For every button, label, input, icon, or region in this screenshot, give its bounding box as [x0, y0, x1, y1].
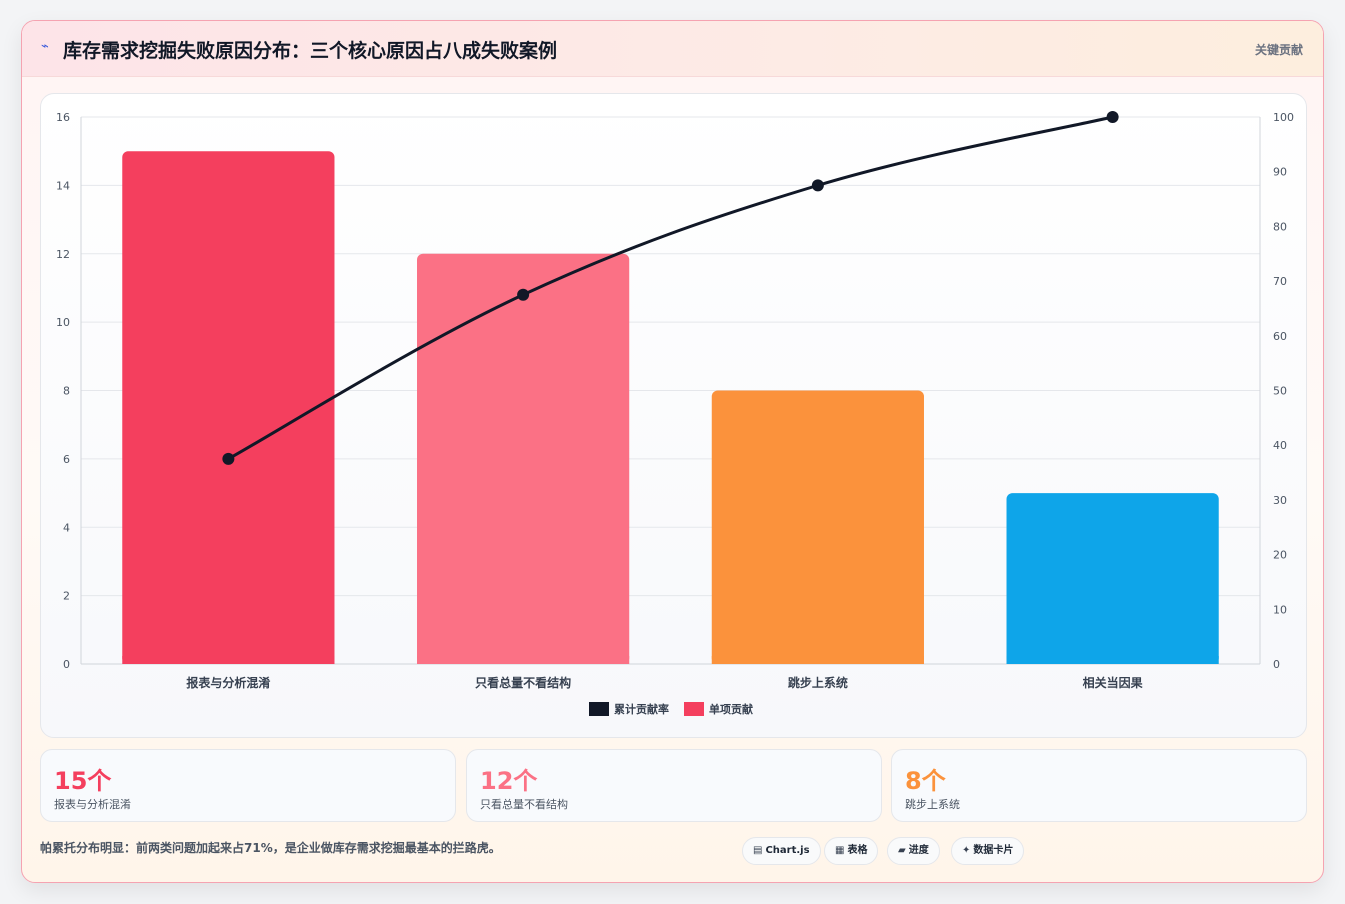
card-icon: ✦ [962, 845, 971, 856]
y-left-tick-label: 16 [56, 111, 70, 124]
pill-label: 数据卡片 [973, 845, 1014, 856]
y-left-tick-label: 2 [63, 590, 70, 603]
table-icon: ▦ [835, 845, 845, 856]
y-left-tick-label: 8 [63, 385, 70, 398]
pill-datacard[interactable]: ✦ 数据卡片 [951, 837, 1025, 865]
stat-card: 8个 跳步上系统 [891, 749, 1307, 822]
x-tick-label: 相关当因果 [1083, 675, 1143, 690]
stat-label: 跳步上系统 [905, 798, 960, 811]
pill-chartjs[interactable]: ▤ Chart.js [742, 837, 821, 865]
y-right-tick-label: 50 [1273, 385, 1287, 398]
y-left-tick-label: 14 [56, 179, 70, 192]
bar [122, 151, 335, 664]
cumulative-point [1106, 111, 1119, 123]
report-card: ⌁ 库存需求挖掘失败原因分布：三个核心原因占八成失败案例 关键贡献 0 2 4 6 8 1… [21, 20, 1324, 883]
cumulative-point [517, 288, 530, 301]
stat-value: 12个 [480, 767, 538, 795]
y-right-tick-label: 10 [1273, 603, 1287, 616]
pill-label: Chart.js [765, 845, 810, 856]
stat-value: 15个 [54, 767, 112, 795]
pareto-chart: 0 2 4 6 8 10 12 14 16 0 10 20 30 40 50 60 70 80 90 100 报表与分析… [56, 111, 1294, 716]
chart-panel: 0 2 4 6 8 10 12 14 16 0 10 20 30 40 50 60 70 80 90 100 报表与分析… [40, 93, 1307, 738]
bar [417, 253, 630, 664]
cumulative-point [222, 452, 235, 465]
card-header: ⌁ 库存需求挖掘失败原因分布：三个核心原因占八成失败案例 关键贡献 [22, 21, 1323, 77]
stat-value: 8个 [905, 767, 946, 795]
legend-label: 单项贡献 [709, 702, 753, 716]
bar-base [711, 656, 924, 664]
bar [1006, 493, 1219, 664]
y-right-tick-label: 90 [1273, 166, 1287, 179]
x-tick-label: 只看总量不看结构 [475, 675, 571, 690]
y-left-tick-label: 0 [63, 658, 70, 671]
y-right-tick-label: 40 [1273, 439, 1287, 452]
header-tag: 关键贡献 [1254, 43, 1303, 57]
y-right-tick-label: 80 [1273, 220, 1287, 233]
y-left-tick-label: 12 [56, 248, 70, 261]
y-right-tick-label: 100 [1273, 111, 1294, 124]
pill-table[interactable]: ▦ 表格 [824, 837, 879, 865]
bar-base [1006, 656, 1219, 664]
y-right-tick-label: 0 [1273, 658, 1280, 671]
y-right-tick-label: 60 [1273, 330, 1287, 343]
y-left-tick-label: 10 [56, 316, 70, 329]
x-tick-label: 报表与分析混淆 [186, 675, 270, 690]
y-right-tick-label: 30 [1273, 494, 1287, 507]
legend-swatch [589, 702, 609, 716]
pill-label: 进度 [908, 845, 929, 856]
y-left-tick-label: 6 [63, 453, 70, 466]
legend-swatch [684, 702, 704, 716]
stat-label: 报表与分析混淆 [54, 798, 131, 811]
cumulative-point [811, 179, 824, 192]
bar-base [122, 656, 335, 664]
stat-label: 只看总量不看结构 [480, 798, 568, 811]
footnote: 帕累托分布明显：前两类问题加起来占71%，是企业做库存需求挖掘最基本的拦路虎。 [40, 841, 501, 855]
cumulative-line [227, 115, 1113, 461]
stat-card: 12个 只看总量不看结构 [466, 749, 882, 822]
x-tick-label: 跳步上系统 [788, 675, 848, 690]
bar-base [417, 656, 630, 664]
page-title: 库存需求挖掘失败原因分布：三个核心原因占八成失败案例 [63, 40, 558, 62]
progress-icon: ▰ [898, 845, 906, 856]
y-right-tick-label: 70 [1273, 275, 1287, 288]
stat-card: 15个 报表与分析混淆 [40, 749, 456, 822]
lightning-icon: ⌁ [41, 39, 49, 54]
y-left-tick-label: 4 [63, 521, 70, 534]
pill-label: 表格 [847, 845, 868, 856]
chart-icon: ▤ [753, 845, 763, 856]
bar [711, 390, 924, 664]
legend-label: 累计贡献率 [614, 702, 669, 716]
pill-progress[interactable]: ▰ 进度 [887, 837, 940, 865]
y-right-tick-label: 20 [1273, 549, 1287, 562]
